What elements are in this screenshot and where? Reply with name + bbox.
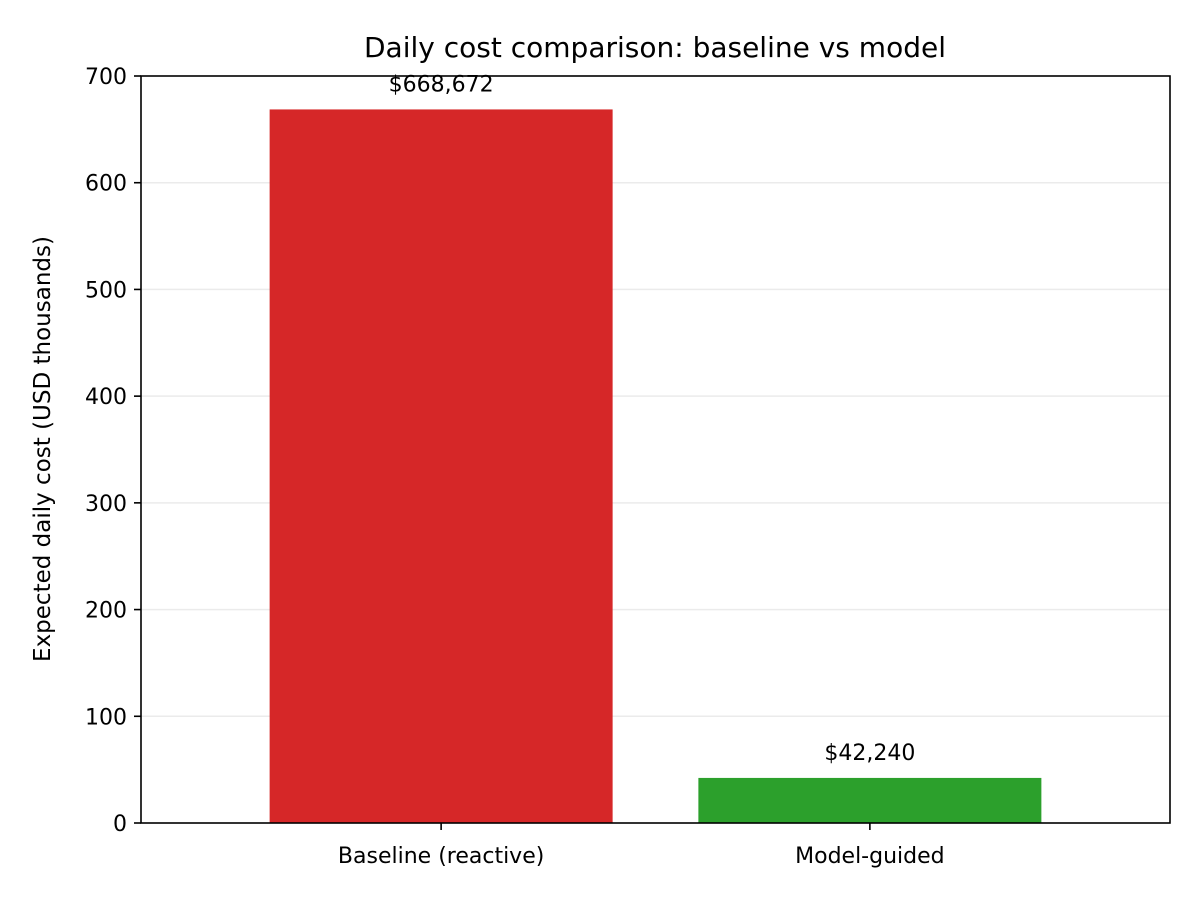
value-label: $42,240 bbox=[824, 741, 915, 766]
y-tick-label: 200 bbox=[85, 599, 127, 624]
y-tick-label: 600 bbox=[85, 172, 127, 197]
y-tick-label: 700 bbox=[85, 65, 127, 90]
y-tick-label: 100 bbox=[85, 705, 127, 730]
y-tick-label: 500 bbox=[85, 278, 127, 303]
chart-title: Daily cost comparison: baseline vs model bbox=[364, 31, 946, 64]
value-labels: $668,672 $42,240 bbox=[389, 72, 916, 765]
y-tick-label: 400 bbox=[85, 385, 127, 410]
y-axis-ticks: 0 100 200 300 400 500 600 700 bbox=[85, 65, 141, 837]
x-axis-ticks: Baseline (reactive) Model-guided bbox=[338, 823, 945, 869]
y-tick-label: 0 bbox=[113, 812, 127, 837]
y-axis-label: Expected daily cost (USD thousands) bbox=[30, 236, 56, 662]
x-tick-label: Model-guided bbox=[795, 844, 944, 869]
bar bbox=[698, 777, 1042, 823]
value-label: $668,672 bbox=[389, 72, 494, 97]
x-tick-label: Baseline (reactive) bbox=[338, 844, 544, 869]
bar bbox=[269, 109, 613, 823]
y-tick-label: 300 bbox=[85, 492, 127, 517]
bars bbox=[269, 109, 1042, 823]
plot-frame bbox=[140, 75, 1171, 824]
